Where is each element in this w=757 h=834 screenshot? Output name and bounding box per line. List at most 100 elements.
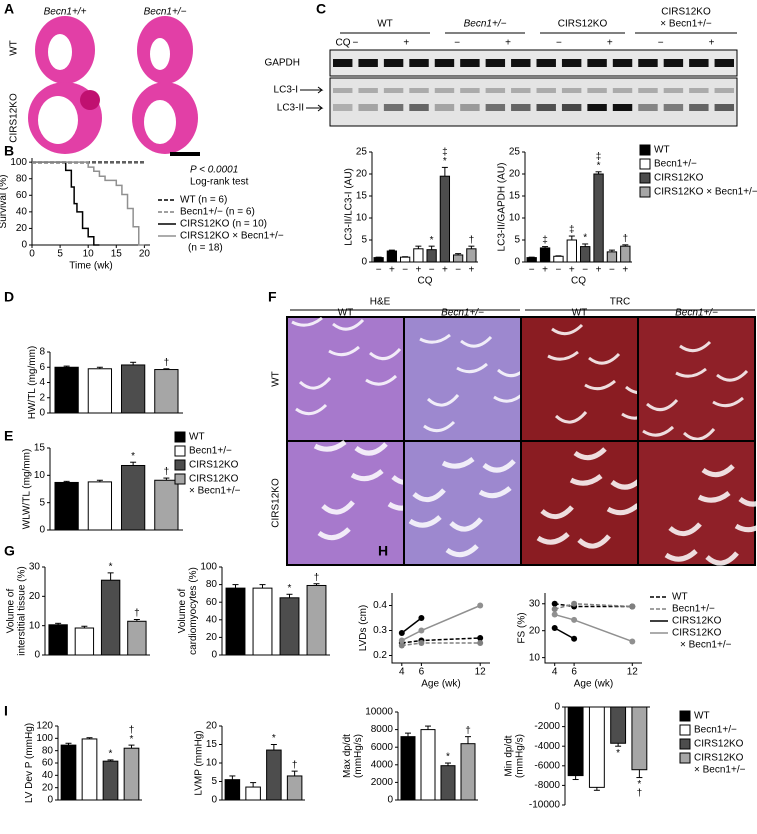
marker [551, 606, 558, 613]
tissue-gap [716, 369, 749, 382]
tissue-gap [298, 377, 332, 390]
tissue-gap [577, 534, 611, 549]
marker [571, 600, 578, 607]
x-tick-label: + [442, 265, 448, 276]
marker [398, 637, 405, 644]
y-tick-label: 100 [10, 157, 27, 168]
col-label: Becn1+/− [675, 308, 718, 319]
y-tick-label: 20 [509, 169, 521, 180]
tissue-gap [584, 379, 616, 391]
y-tick-label: 5 [39, 497, 45, 508]
y-tick-label: 0 [34, 650, 40, 661]
band [434, 104, 455, 111]
marker [418, 640, 425, 646]
panel-letter: A [4, 1, 14, 17]
y-tick-label: 10 [529, 652, 541, 663]
y-tick-label: 40 [206, 614, 218, 625]
significance-mark: * [272, 733, 276, 744]
significance-mark: * [288, 583, 292, 594]
tissue-gap [540, 505, 574, 520]
y-tick-label: 20 [42, 782, 54, 793]
marker [477, 640, 484, 646]
cq-sign: − [454, 38, 460, 49]
y-tick-label: 80 [42, 745, 54, 756]
y-tick-label: 5 [361, 235, 367, 246]
row-label: CIRS12KO [9, 93, 20, 143]
y-tick-label: -4000 [534, 741, 560, 752]
y-tick-label: 0.2 [373, 650, 387, 661]
y-axis-label: Volume of [177, 589, 188, 634]
x-tick-label: − [376, 265, 382, 276]
tissue-gap [705, 551, 739, 566]
legend-label: CIRS12KO × Becn1+/− [180, 231, 284, 242]
tissue-gap [423, 420, 456, 433]
group-label: × Becn1+/− [660, 19, 712, 30]
legend-swatch [679, 738, 691, 750]
x-tick-label: + [468, 265, 474, 276]
x-tick-label: 4 [399, 667, 405, 678]
x-tick-label: + [389, 265, 395, 276]
y-tick-label: 6000 [371, 742, 394, 753]
significance-mark: * [443, 156, 447, 167]
bar [440, 765, 456, 801]
y-tick-label: 20 [356, 169, 368, 180]
band [358, 59, 378, 67]
y-tick-label: 10 [29, 620, 41, 631]
group-label: CIRS12KO [661, 7, 711, 18]
bar [620, 245, 631, 263]
band [511, 59, 531, 67]
x-tick-label: 4 [552, 667, 558, 678]
y-tick-label: 20 [206, 721, 218, 732]
significance-mark: * [109, 562, 113, 573]
y-tick-label: 80 [206, 579, 218, 590]
tissue-gap [412, 488, 446, 503]
legend-swatch [174, 431, 186, 443]
legend-label: Becn1+/− [694, 725, 737, 736]
cq-sign: − [353, 38, 359, 49]
marker [551, 625, 558, 631]
marker [398, 630, 405, 636]
legend-swatch [639, 186, 651, 198]
y-tick-label: 0 [21, 240, 27, 251]
histology-images [286, 316, 757, 566]
x-tick-label: − [429, 265, 435, 276]
bar [606, 251, 618, 263]
tissue-gap [295, 403, 328, 416]
col-label: Becn1+/− [144, 7, 187, 18]
band [714, 104, 734, 111]
legend-label: WT (n = 6) [180, 195, 227, 206]
x-tick-label: + [596, 265, 602, 276]
significance-mark: * [131, 451, 135, 462]
bar [100, 579, 121, 656]
band [638, 104, 658, 111]
col-label: Becn1+/− [441, 308, 484, 319]
significance-mark: † [129, 725, 135, 736]
y-axis-label: Survival (%) [0, 175, 9, 229]
y-tick-label: 25 [509, 147, 521, 158]
tissue-gap [569, 473, 603, 486]
tissue [520, 316, 639, 442]
band [689, 88, 709, 93]
axes [31, 158, 150, 246]
band [536, 88, 556, 93]
legend-swatch [174, 445, 186, 457]
bar [245, 786, 261, 801]
tissue-gap [460, 335, 493, 348]
y-tick-label: 100 [36, 733, 53, 744]
treatment-label: CQ [336, 38, 351, 49]
y-tick-label: 60 [206, 597, 218, 608]
marker [571, 635, 578, 642]
tissue-gap [332, 318, 365, 331]
bar [399, 256, 411, 263]
annotation: P < 0.0001 [190, 165, 238, 176]
legend-swatch [639, 158, 651, 170]
bar [120, 364, 146, 414]
col-label: WT [572, 308, 588, 319]
bar [154, 479, 179, 531]
y-tick-label: 20 [529, 625, 541, 636]
significance-mark: † [469, 235, 475, 246]
band [561, 88, 582, 93]
x-tick-label: 5 [57, 249, 63, 260]
band [536, 59, 556, 67]
bar [452, 254, 464, 263]
